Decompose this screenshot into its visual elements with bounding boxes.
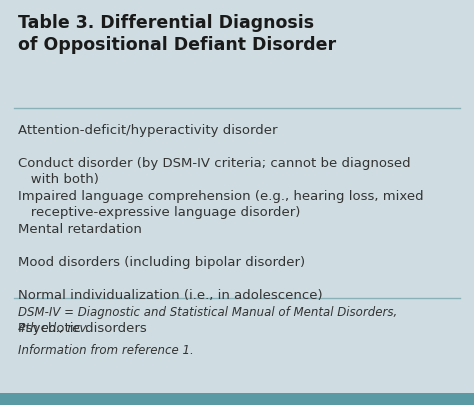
Text: Mood disorders (including bipolar disorder): Mood disorders (including bipolar disord… — [18, 256, 305, 269]
Text: Mental retardation: Mental retardation — [18, 223, 142, 236]
Text: Table 3. Differential Diagnosis
of Oppositional Defiant Disorder: Table 3. Differential Diagnosis of Oppos… — [18, 14, 336, 53]
Text: Information from reference 1.: Information from reference 1. — [18, 344, 194, 357]
Text: Psychotic disorders: Psychotic disorders — [18, 322, 147, 335]
Text: DSM-IV = Diagnostic and Statistical Manual of Mental Disorders,
4th ed., rev.: DSM-IV = Diagnostic and Statistical Manu… — [18, 306, 397, 335]
Text: Impaired language comprehension (e.g., hearing loss, mixed
   receptive-expressi: Impaired language comprehension (e.g., h… — [18, 190, 424, 219]
Text: Normal individualization (i.e., in adolescence): Normal individualization (i.e., in adole… — [18, 289, 323, 302]
Text: Attention-deficit/hyperactivity disorder: Attention-deficit/hyperactivity disorder — [18, 124, 277, 137]
Text: Conduct disorder (by DSM-IV criteria; cannot be diagnosed
   with both): Conduct disorder (by DSM-IV criteria; ca… — [18, 157, 410, 186]
Bar — [0, 393, 474, 405]
